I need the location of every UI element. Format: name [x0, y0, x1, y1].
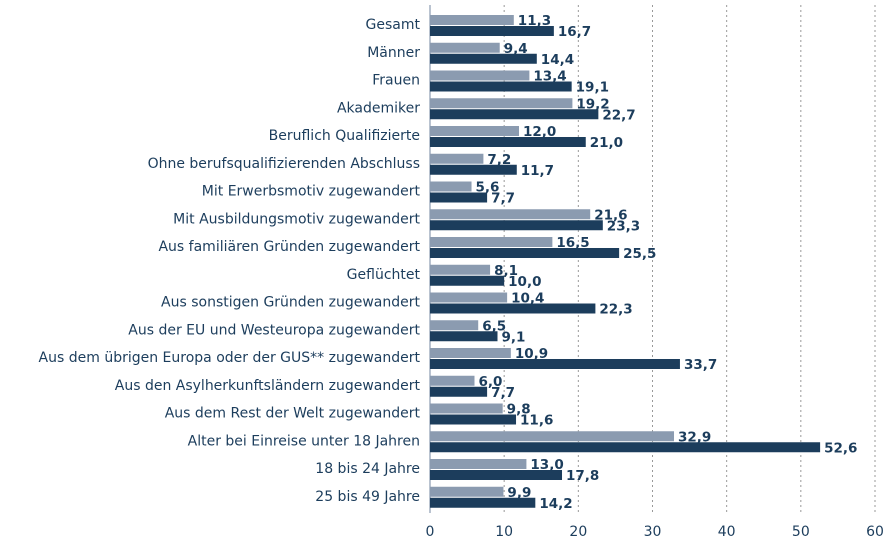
bar [430, 70, 530, 81]
category-label: Akademiker [337, 100, 420, 116]
category-label: Geflüchtet [347, 267, 421, 283]
value-label: 22,3 [599, 302, 632, 318]
value-label: 52,6 [824, 440, 857, 456]
value-label: 14,2 [539, 496, 572, 512]
bar [430, 442, 821, 453]
value-label: 9,8 [507, 402, 531, 418]
category-label: Mit Erwerbsmotiv zugewandert [202, 184, 421, 200]
bar [430, 497, 536, 508]
x-tick-label: 40 [718, 524, 736, 540]
value-label: 7,7 [491, 385, 515, 401]
bar [430, 42, 500, 53]
category-label: Männer [367, 45, 420, 61]
bar [430, 137, 586, 147]
value-label: 9,4 [504, 41, 528, 57]
value-label: 19,2 [576, 96, 609, 112]
value-label: 16,5 [556, 235, 589, 251]
value-label: 13,0 [530, 457, 563, 473]
bar [430, 53, 537, 64]
bar [430, 164, 517, 175]
bar [430, 237, 553, 247]
x-tick-label: 50 [792, 524, 810, 540]
value-label: 11,6 [520, 413, 553, 429]
value-label: 16,7 [558, 24, 591, 40]
value-label: 13,4 [533, 69, 566, 85]
bar [430, 264, 491, 275]
category-label: Aus dem Rest der Welt zugewandert [165, 406, 421, 422]
x-tick-label: 60 [866, 524, 884, 540]
bar [430, 248, 620, 258]
bar [430, 192, 488, 203]
bar [430, 26, 554, 36]
bar [430, 15, 514, 25]
x-tick-label: 0 [426, 524, 435, 540]
value-label: 7,2 [487, 152, 511, 168]
value-label: 25,5 [623, 246, 656, 262]
bar [430, 209, 591, 220]
category-label: 18 bis 24 Jahre [315, 461, 420, 477]
value-label: 11,3 [518, 13, 551, 29]
bar [430, 109, 599, 120]
value-label: 21,6 [594, 207, 627, 223]
value-label: 10,9 [515, 346, 548, 362]
category-label: 25 bis 49 Jahre [315, 489, 420, 505]
value-label: 6,0 [479, 374, 503, 390]
value-label: 14,4 [541, 52, 574, 68]
category-label: Aus sonstigen Gründen zugewandert [161, 295, 420, 311]
value-label: 9,9 [507, 485, 531, 501]
bar [430, 486, 504, 497]
value-label: 7,7 [491, 191, 515, 207]
x-tick-label: 20 [569, 524, 587, 540]
bar [430, 303, 596, 314]
value-label: 17,8 [566, 468, 599, 484]
value-label: 8,1 [494, 263, 518, 279]
bar [430, 459, 527, 469]
bar [430, 431, 675, 442]
x-tick-label: 30 [644, 524, 662, 540]
value-label: 6,5 [482, 318, 506, 334]
bar [430, 470, 563, 480]
category-label: Aus dem übrigen Europa oder der GUS** zu… [39, 350, 421, 366]
value-label: 12,0 [523, 124, 556, 140]
value-label: 9,1 [501, 329, 525, 345]
value-label: 23,3 [607, 218, 640, 234]
category-label: Aus familiären Gründen zugewandert [158, 239, 420, 255]
bar [430, 403, 503, 414]
bar [430, 348, 511, 358]
bar [430, 386, 488, 397]
category-label: Mit Ausbildungsmotiv zugewandert [173, 211, 420, 227]
value-label: 32,9 [678, 429, 711, 445]
value-label: 11,7 [521, 163, 554, 179]
bar [430, 292, 508, 303]
value-label: 10,0 [508, 274, 541, 290]
value-label: 19,1 [576, 80, 609, 96]
category-label: Gesamt [366, 17, 421, 33]
category-label: Ohne berufsqualifizierenden Abschluss [148, 156, 420, 172]
bar [430, 331, 498, 342]
value-label: 21,0 [590, 135, 623, 151]
category-label: Beruflich Qualifizierte [269, 128, 420, 144]
value-label: 5,6 [476, 180, 500, 196]
value-label: 10,4 [511, 291, 544, 307]
bar [430, 153, 484, 164]
bar [430, 220, 603, 231]
bar [430, 181, 472, 192]
category-label: Aus den Asylherkunftsländern zugewandert [115, 378, 421, 394]
value-label: 22,7 [602, 107, 635, 123]
value-label: 33,7 [684, 357, 717, 373]
bar [430, 320, 479, 331]
bar [430, 126, 519, 136]
bar [430, 275, 505, 286]
bar [430, 414, 517, 425]
category-label: Frauen [372, 73, 420, 89]
category-label: Alter bei Einreise unter 18 Jahren [188, 433, 420, 449]
bar [430, 98, 573, 109]
bar [430, 81, 572, 92]
bar [430, 375, 475, 386]
bar [430, 359, 680, 369]
x-tick-label: 10 [495, 524, 513, 540]
category-label: Aus der EU und Westeuropa zugewandert [128, 322, 420, 338]
